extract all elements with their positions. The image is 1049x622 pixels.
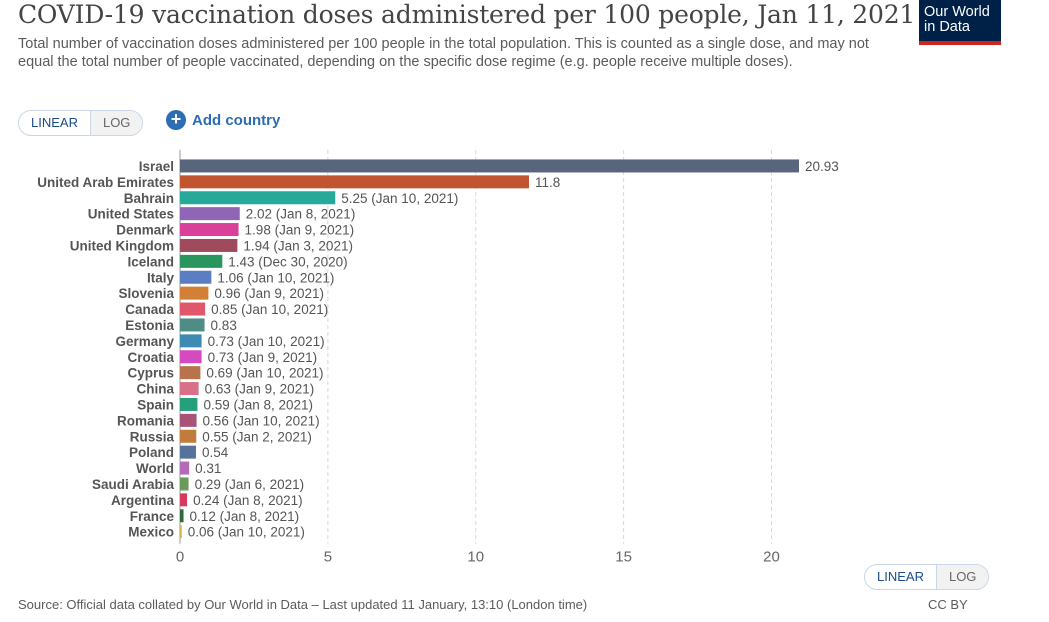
category-label: Argentina — [111, 493, 174, 508]
bar — [180, 397, 198, 411]
category-label: World — [136, 461, 174, 476]
category-label: Denmark — [116, 223, 174, 238]
x-tick-label: 20 — [763, 549, 780, 566]
bar — [180, 207, 240, 221]
value-label: 0.12 (Jan 8, 2021) — [190, 509, 300, 524]
value-label: 5.25 (Jan 10, 2021) — [341, 191, 458, 206]
category-label: Germany — [115, 334, 174, 349]
value-label: 0.63 (Jan 9, 2021) — [205, 382, 315, 397]
category-label: Estonia — [125, 318, 174, 333]
value-label: 1.98 (Jan 9, 2021) — [245, 223, 355, 238]
x-tick-label: 0 — [176, 549, 184, 566]
bar — [180, 318, 205, 332]
category-label: Mexico — [128, 525, 174, 540]
value-label: 0.73 (Jan 10, 2021) — [208, 334, 325, 349]
category-label: Russia — [130, 429, 175, 444]
value-label: 2.02 (Jan 8, 2021) — [246, 207, 356, 222]
value-label: 0.31 — [195, 461, 221, 476]
value-label: 1.06 (Jan 10, 2021) — [217, 270, 334, 285]
logo-line-2: in Data — [924, 19, 970, 35]
bar — [180, 350, 202, 364]
bar — [180, 334, 202, 348]
x-tick-label: 15 — [615, 549, 632, 566]
scale-toggle-top: LINEAR LOG — [18, 110, 144, 136]
value-label: 0.59 (Jan 8, 2021) — [203, 397, 313, 412]
source-note: Source: Official data collated by Our Wo… — [18, 597, 588, 612]
category-label: Croatia — [127, 350, 174, 365]
log-scale-button-bottom[interactable]: LOG — [936, 565, 989, 589]
bar — [180, 382, 199, 396]
category-label: Canada — [125, 302, 174, 317]
license-link[interactable]: CC BY — [928, 597, 968, 612]
value-label: 0.56 (Jan 10, 2021) — [203, 413, 320, 428]
bar — [180, 525, 182, 539]
add-country-label: Add country — [192, 111, 281, 129]
linear-scale-button[interactable]: LINEAR — [19, 111, 91, 135]
bar — [180, 413, 197, 427]
bar — [180, 159, 799, 173]
chart-title: COVID-19 vaccination doses administered … — [18, 0, 916, 29]
category-label: United States — [88, 207, 174, 222]
category-label: Iceland — [127, 254, 174, 269]
owid-logo[interactable]: Our World in Data — [919, 0, 1001, 45]
value-label: 11.8 — [535, 175, 560, 190]
bar — [180, 238, 238, 252]
bar — [180, 461, 190, 475]
value-label: 0.29 (Jan 6, 2021) — [195, 477, 305, 492]
category-label: Italy — [147, 270, 175, 285]
category-label: Poland — [129, 445, 174, 460]
value-label: 0.54 — [202, 445, 229, 460]
bar — [180, 429, 197, 443]
category-label: United Arab Emirates — [37, 175, 174, 190]
value-label: 1.94 (Jan 3, 2021) — [243, 238, 353, 253]
category-label: China — [136, 382, 174, 397]
category-label: Romania — [117, 413, 175, 428]
log-scale-button[interactable]: LOG — [90, 111, 143, 135]
value-label: 0.96 (Jan 9, 2021) — [214, 286, 324, 301]
bar — [180, 493, 188, 507]
chart-subtitle: Total number of vaccination doses admini… — [18, 36, 869, 70]
bar — [180, 270, 212, 284]
bar — [180, 477, 189, 491]
value-label: 0.73 (Jan 9, 2021) — [208, 350, 318, 365]
x-tick-label: 10 — [467, 549, 484, 566]
category-label: Slovenia — [118, 286, 174, 301]
bar — [180, 175, 529, 189]
logo-line-1: Our World — [924, 4, 990, 20]
linear-scale-button-bottom[interactable]: LINEAR — [865, 565, 937, 589]
value-label: 1.43 (Dec 30, 2020) — [228, 254, 347, 269]
value-label: 20.93 — [805, 159, 839, 174]
add-country-button[interactable]: + Add country — [166, 110, 280, 130]
bar — [180, 254, 223, 268]
category-label: Bahrain — [124, 191, 174, 206]
category-label: Spain — [137, 397, 174, 412]
category-label: United Kingdom — [70, 238, 174, 253]
bar — [180, 366, 201, 380]
bar — [180, 223, 239, 237]
bar — [180, 302, 206, 316]
bar — [180, 286, 209, 300]
value-label: 0.55 (Jan 2, 2021) — [202, 429, 312, 444]
value-label: 0.85 (Jan 10, 2021) — [211, 302, 328, 317]
category-label: Saudi Arabia — [92, 477, 175, 492]
value-label: 0.69 (Jan 10, 2021) — [206, 366, 323, 381]
value-label: 0.24 (Jan 8, 2021) — [193, 493, 303, 508]
value-label: 0.06 (Jan 10, 2021) — [188, 525, 305, 540]
bar — [180, 445, 196, 459]
category-label: France — [130, 509, 175, 524]
bar — [180, 509, 184, 523]
value-label: 0.83 — [211, 318, 237, 333]
category-label: Cyprus — [127, 366, 174, 381]
x-tick-label: 5 — [324, 549, 332, 566]
bar-chart: 0 5 10 15 20 Israel 20.93 United Arab Emirates 1… — [37, 150, 839, 566]
plus-icon: + — [166, 110, 186, 130]
category-label: Israel — [139, 159, 174, 174]
scale-toggle-bottom: LINEAR LOG — [864, 564, 990, 590]
bar — [180, 191, 336, 205]
